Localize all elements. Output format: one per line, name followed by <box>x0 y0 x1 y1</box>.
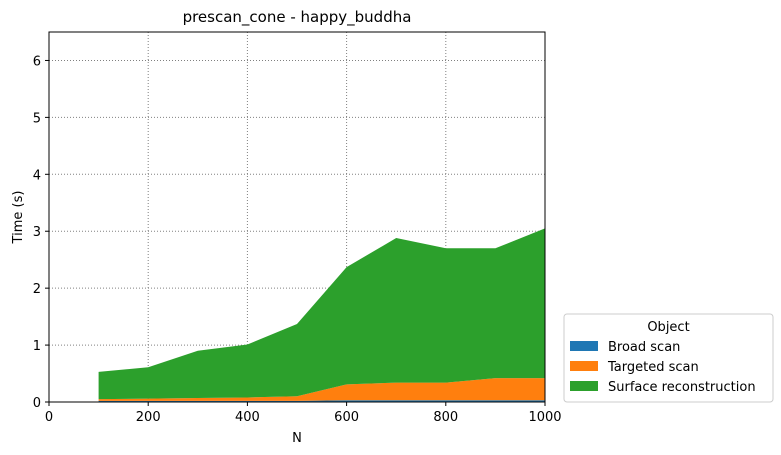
legend-box <box>563 313 774 403</box>
area-targeted-scan <box>98 378 545 401</box>
x-axis-label: N <box>292 431 302 446</box>
chart-title: prescan_cone - happy_buddha <box>183 8 412 27</box>
y-tick-label: 2 <box>33 282 41 297</box>
legend-swatch-surface-reconstruction <box>570 381 598 391</box>
legend-title: Object <box>647 320 689 335</box>
x-tick-label: 400 <box>235 410 260 425</box>
x-tick-label: 1000 <box>528 410 561 425</box>
area-series <box>98 228 545 402</box>
legend-swatch-broad-scan <box>570 341 598 351</box>
legend: Object Broad scan Targeted scan Surface re… <box>563 313 774 403</box>
x-ticks: 0 200 400 600 800 1000 <box>45 402 562 425</box>
plot-frame <box>48 31 546 403</box>
y-tick-label: 0 <box>33 396 41 411</box>
x-tick-label: 600 <box>334 410 359 425</box>
legend-label-broad-scan: Broad scan <box>608 340 680 355</box>
legend-swatch-targeted-scan <box>570 361 598 371</box>
y-ticks: 0 1 2 3 4 5 6 <box>33 54 49 411</box>
legend-label-targeted-scan: Targeted scan <box>607 360 699 375</box>
area-surface-reconstruction <box>98 228 545 400</box>
y-axis-label: Time (s) <box>11 191 26 245</box>
y-tick-label: 4 <box>33 168 41 183</box>
legend-label-surface-reconstruction: Surface reconstruction <box>608 380 756 395</box>
y-tick-label: 3 <box>33 225 41 240</box>
x-tick-label: 200 <box>136 410 161 425</box>
y-tick-label: 5 <box>33 111 41 126</box>
y-tick-label: 6 <box>33 54 41 69</box>
x-tick-label: 0 <box>45 410 53 425</box>
legend-items: Broad scan Targeted scan Surface reconstru… <box>570 340 756 395</box>
y-tick-label: 1 <box>33 339 41 354</box>
x-tick-label: 800 <box>433 410 458 425</box>
